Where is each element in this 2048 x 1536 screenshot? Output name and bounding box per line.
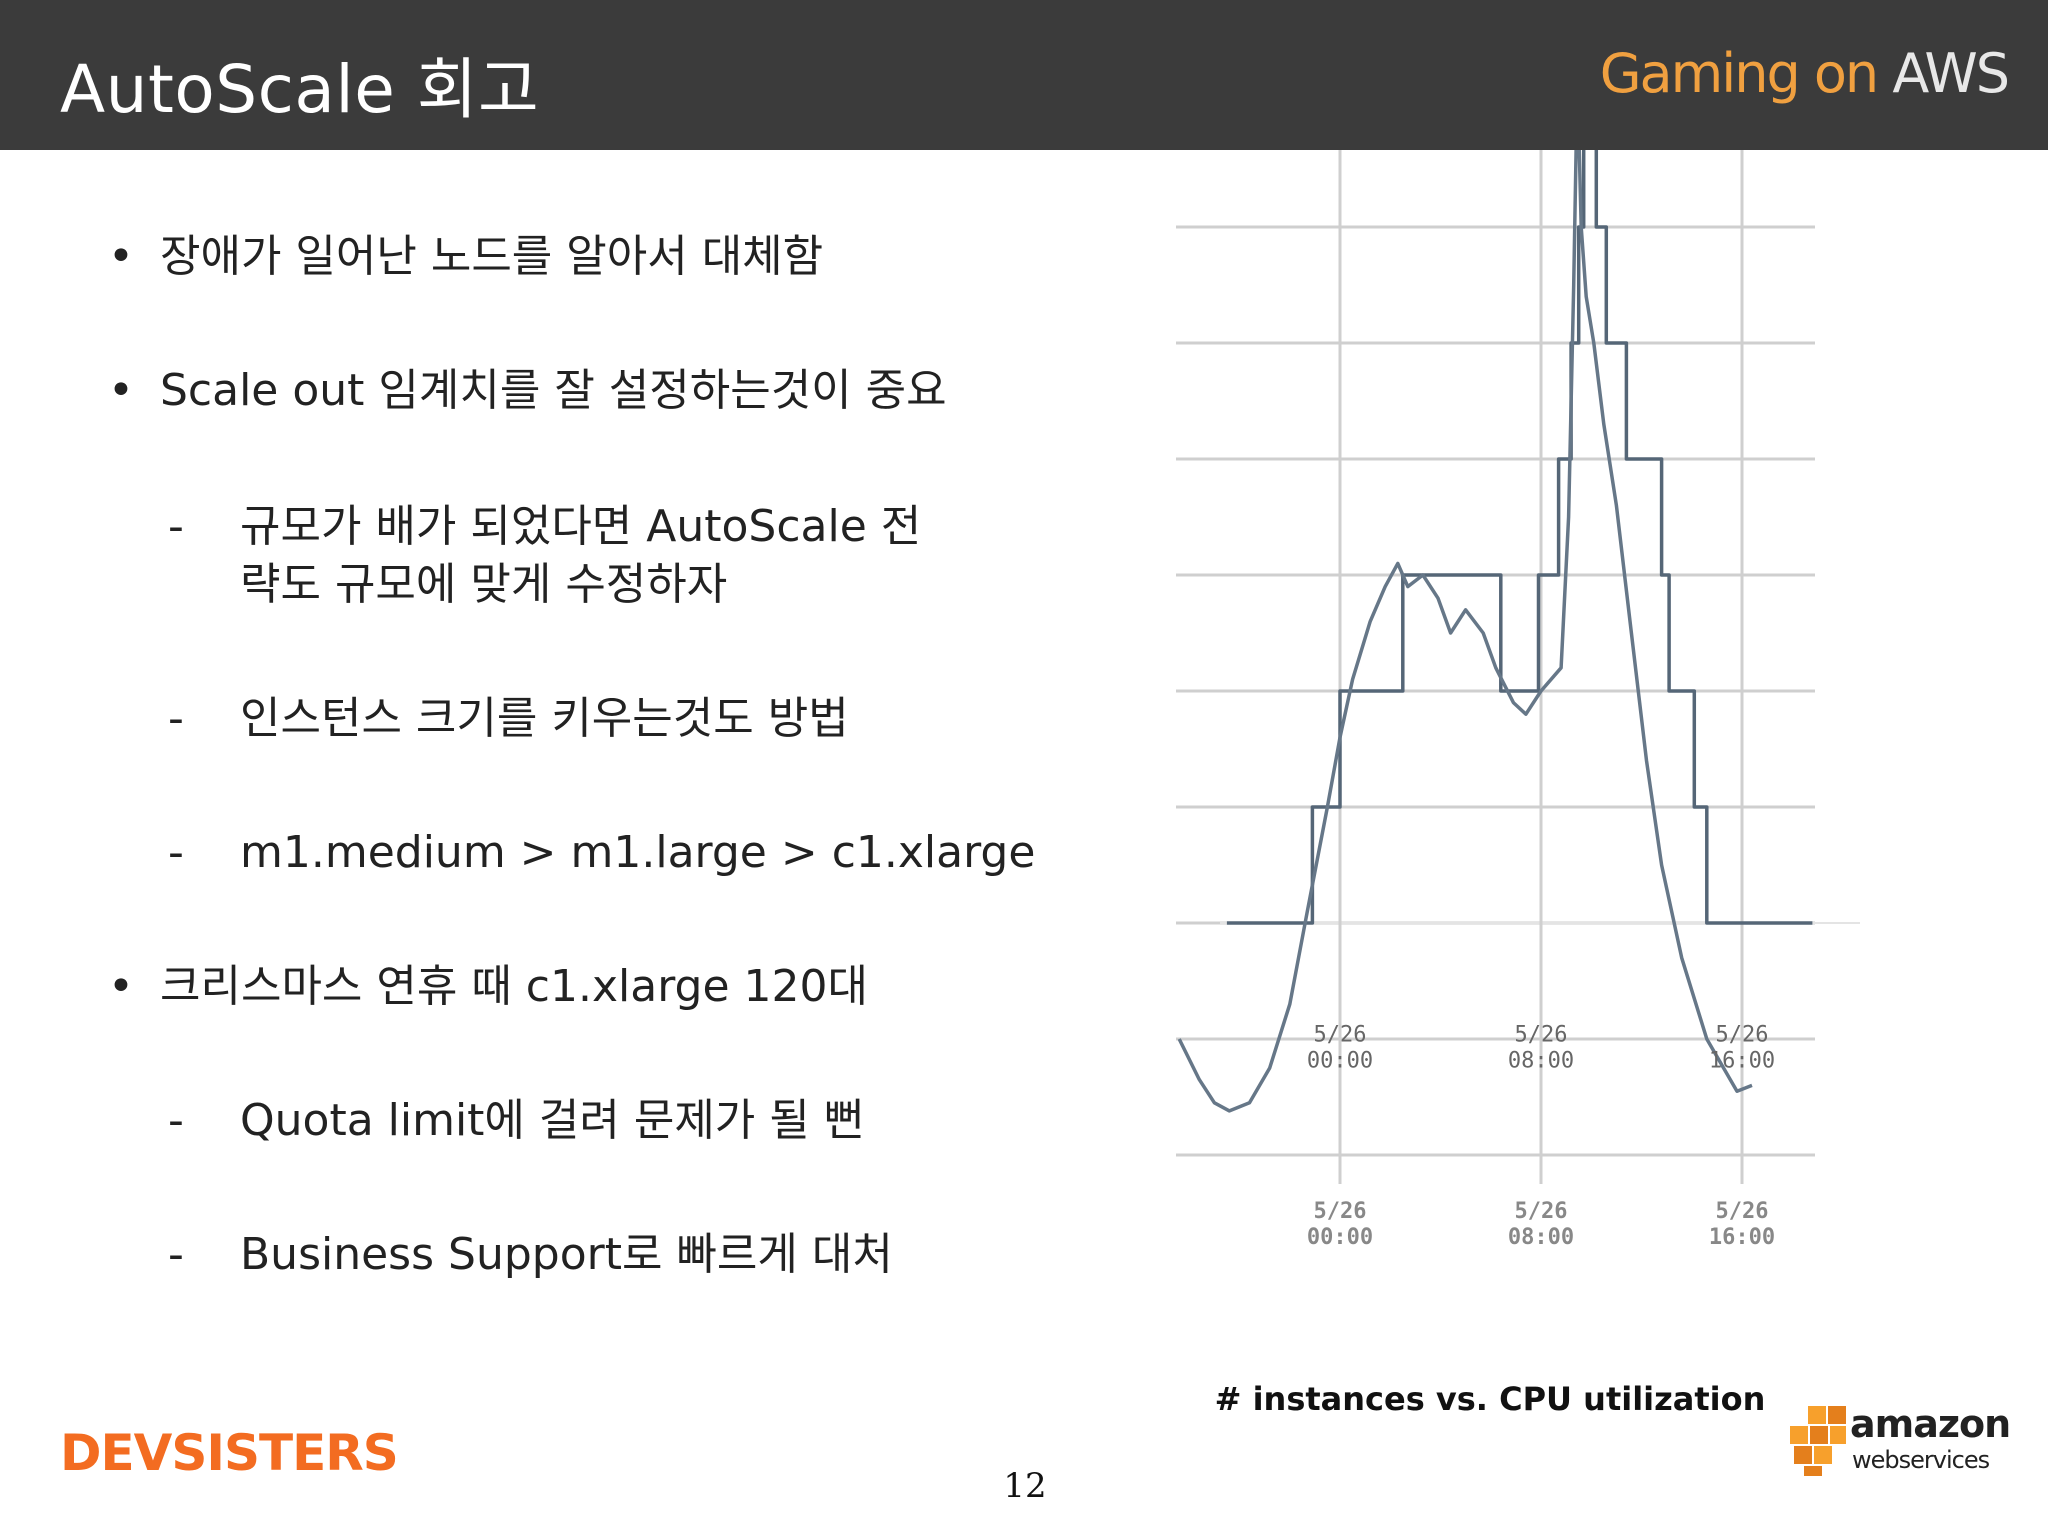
devsisters-logo: DEVSISTERS [60,1424,399,1482]
x-tick-label: 00:00 [1307,1225,1373,1250]
x-tick-label: 5/26 [1515,1199,1568,1224]
sub-bullet-text: Quota limit에 걸려 문제가 될 뻔 [240,1095,865,1146]
aws-logo: amazon webservices [1788,1400,2011,1480]
sub-bullet-text: m1.medium > m1.large > c1.xlarge [240,827,1036,878]
sub-bullet-marker: - [168,693,184,744]
x-tick-label: 16:00 [1709,1225,1775,1250]
x-tick-label: 08:00 [1508,1048,1574,1073]
x-tick-label: 5/26 [1314,1199,1367,1224]
x-tick-label: 16:00 [1709,1048,1775,1073]
bullet-list: • 장애가 일어난 노드를 알아서 대체함 • Scale out 임계치를 잘… [0,0,1100,1400]
bullet-text: 크리스마스 연휴 때 c1.xlarge 120대 [160,961,868,1012]
sub-bullet-text: Business Support로 빠르게 대처 [240,1229,893,1280]
slide-title: AutoScale 회고 [60,51,540,128]
instances-cpu-chart: 5/2600:005/2608:005/2616:005/2600:005/26… [1176,150,1860,1250]
x-tick-label: 08:00 [1508,1225,1574,1250]
x-tick-label: 5/26 [1716,1022,1769,1047]
sub-bullet-item: 인스턴스 크기를 키우는것도 방법 [240,690,849,748]
sub-bullet-item: Business Support로 빠르게 대처 [240,1226,893,1284]
sub-bullet-marker: - [168,501,184,552]
bullet-text: Scale out 임계치를 잘 설정하는것이 중요 [160,365,947,416]
aws-logo-subtext: webservices [1852,1446,1990,1474]
x-tick-label: 5/26 [1314,1022,1367,1047]
bullet-item: 크리스마스 연휴 때 c1.xlarge 120대 [160,958,868,1016]
bullet-marker: • [108,961,134,1012]
sub-bullet-text-line: 략도 규모에 맞게 수정하자 [240,559,728,610]
x-tick-label: 00:00 [1307,1048,1373,1073]
sub-bullet-item: Quota limit에 걸려 문제가 될 뻔 [240,1092,864,1150]
brand-logo: Gaming on AWS [1599,42,2010,105]
sub-bullet-item: 규모가 배가 되었다면 AutoScale 전 략도 규모에 맞게 수정하자 [240,498,921,614]
brand-text-primary: Gaming on [1599,42,1893,105]
x-tick-label: 5/26 [1515,1022,1568,1047]
sub-bullet-marker: - [168,1095,184,1146]
bullet-marker: • [108,231,134,282]
page-number: 12 [1003,1466,1047,1506]
bullet-marker: • [108,365,134,416]
aws-cubes-icon [1790,1406,1846,1476]
sub-bullet-text: 인스턴스 크기를 키우는것도 방법 [240,693,849,744]
bullet-item: 장애가 일어난 노드를 알아서 대체함 [160,228,823,286]
sub-bullet-text-line: 규모가 배가 되었다면 AutoScale 전 [240,501,922,552]
cpu-series-line [1177,150,1753,1113]
chart-caption: # instances vs. CPU utilization [1214,1380,1766,1418]
x-tick-label: 5/26 [1716,1199,1769,1224]
bullet-item: Scale out 임계치를 잘 설정하는것이 중요 [160,362,947,420]
sub-bullet-item: m1.medium > m1.large > c1.xlarge [240,824,1035,882]
sub-bullet-marker: - [168,1229,184,1280]
header-bar [0,0,2048,150]
bullet-text: 장애가 일어난 노드를 알아서 대체함 [160,231,824,282]
aws-logo-text: amazon [1850,1402,2011,1446]
brand-text-secondary: AWS [1892,42,2010,105]
sub-bullet-marker: - [168,827,184,878]
